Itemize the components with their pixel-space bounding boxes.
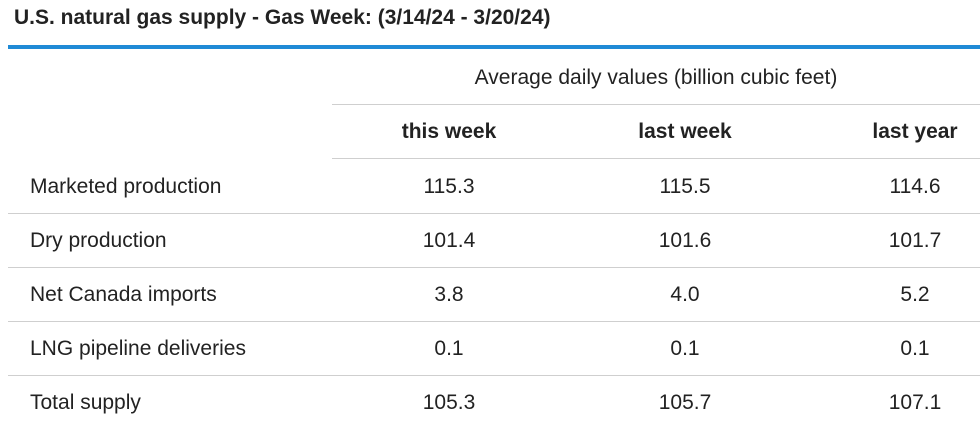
row-label: Net Canada imports <box>30 283 217 306</box>
cell-value: 101.7 <box>888 229 942 252</box>
divider <box>332 158 980 159</box>
cell-value: 114.6 <box>889 175 941 198</box>
cell-value: 105.3 <box>422 391 476 414</box>
column-header: last year <box>872 120 958 143</box>
cell-value: 5.2 <box>900 283 930 306</box>
cell-value: 115.3 <box>423 175 475 198</box>
column-header: this week <box>401 120 497 143</box>
cell-value: 105.7 <box>658 391 712 414</box>
row-label: Marketed production <box>30 175 222 198</box>
cell-value: 101.4 <box>422 229 476 252</box>
row-divider <box>8 267 980 268</box>
row-label: Dry production <box>30 229 167 252</box>
row-label: Total supply <box>30 391 141 414</box>
title-rule <box>8 45 980 49</box>
group-header: Average daily values (billion cubic feet… <box>474 66 838 89</box>
row-divider <box>8 213 980 214</box>
cell-value: 0.1 <box>670 337 700 360</box>
column-header: last week <box>638 120 732 143</box>
divider <box>332 104 980 105</box>
row-label: LNG pipeline deliveries <box>30 337 246 360</box>
cell-value: 115.5 <box>659 175 711 198</box>
cell-value: 3.8 <box>434 283 464 306</box>
cell-value: 107.1 <box>888 391 942 414</box>
cell-value: 0.1 <box>900 337 930 360</box>
row-divider <box>8 375 980 376</box>
title: U.S. natural gas supply - Gas Week: (3/1… <box>14 6 551 29</box>
cell-value: 4.0 <box>670 283 700 306</box>
cell-value: 0.1 <box>434 337 464 360</box>
row-divider <box>8 321 980 322</box>
cell-value: 101.6 <box>658 229 712 252</box>
